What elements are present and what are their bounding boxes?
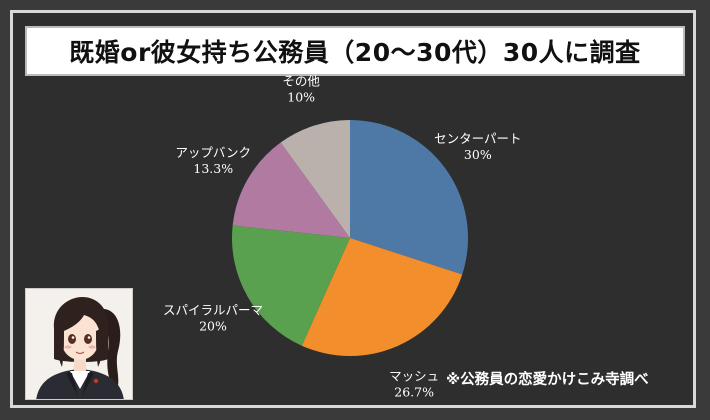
slice-label: アップバンク [175, 145, 251, 160]
title-banner: 既婚or彼女持ち公務員（20～30代）30人に調査 [25, 26, 685, 76]
source-note: ※公務員の恋愛かけこみ寺調べ [446, 372, 649, 388]
pie-slice [280, 120, 350, 238]
slice-label: マッシュ [389, 368, 439, 383]
pie-slice [231, 225, 350, 346]
slice-label: その他 [282, 74, 320, 89]
pie-slice [232, 142, 350, 238]
avatar [25, 288, 133, 400]
chart-title: 既婚or彼女持ち公務員（20～30代）30人に調査 [69, 38, 641, 67]
pie-slice [350, 120, 468, 275]
slice-value-label: 10% [287, 90, 315, 105]
slice-label: スパイラルパーマ [163, 303, 263, 318]
slice-value-label: 20% [199, 319, 227, 334]
slice-value-label: 30% [464, 147, 492, 162]
anime-woman-illustration-icon [26, 289, 132, 399]
pie-slice [301, 238, 463, 356]
slice-value-label: 13.3% [193, 161, 233, 176]
slice-label: センターパート [434, 131, 521, 146]
slice-value-label: 26.7% [394, 384, 434, 399]
